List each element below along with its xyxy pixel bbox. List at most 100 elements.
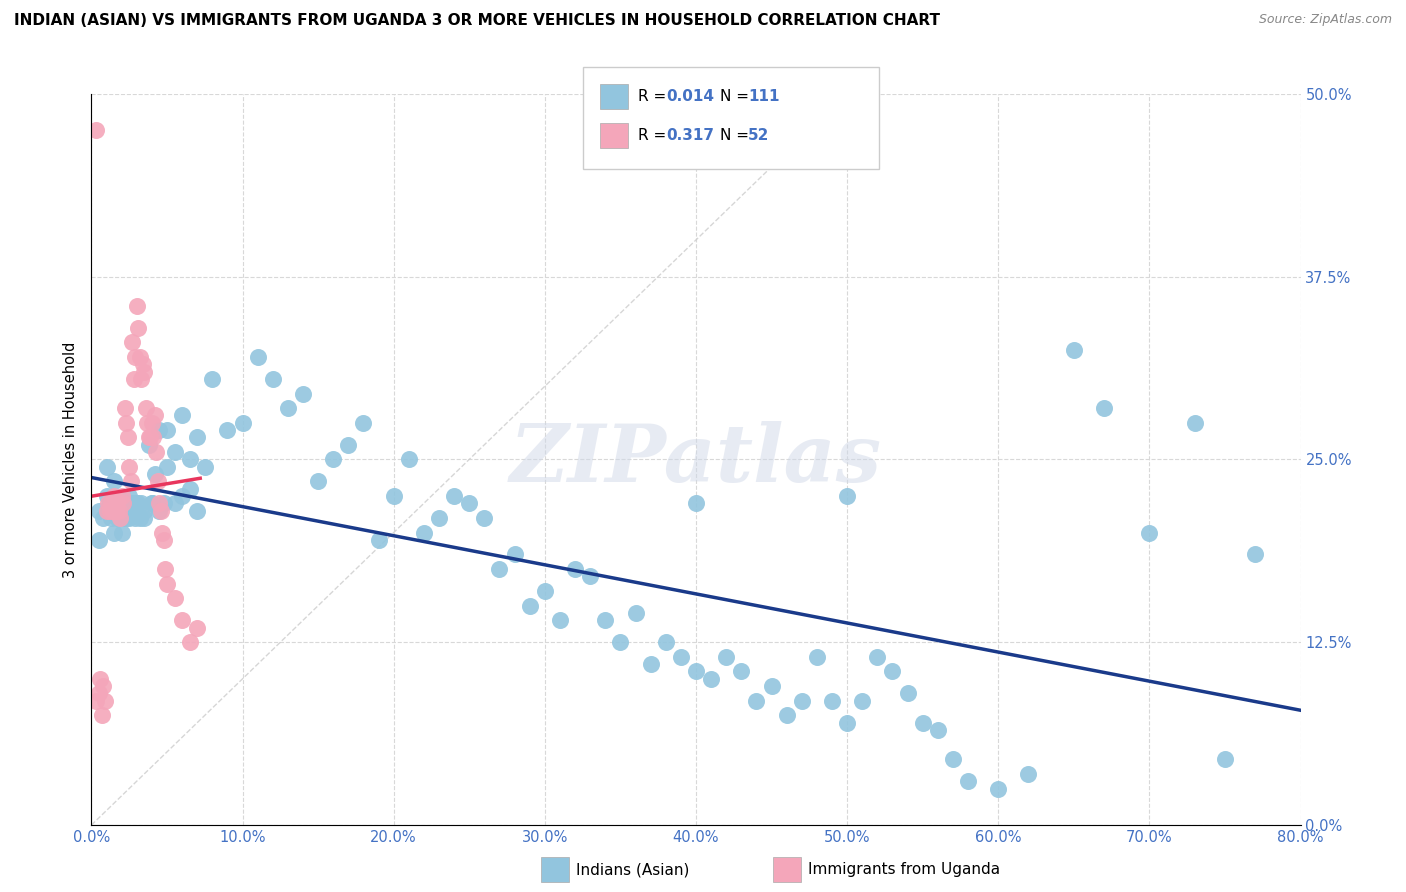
- Point: [367, 533, 389, 547]
- Point: [124, 511, 146, 525]
- Point: [94, 694, 117, 708]
- Point: [104, 496, 127, 510]
- Text: ZIPatlas: ZIPatlas: [510, 421, 882, 498]
- Point: [413, 525, 436, 540]
- Point: [115, 511, 138, 525]
- Point: [112, 503, 135, 517]
- Point: [134, 503, 156, 517]
- Point: [87, 503, 110, 517]
- Point: [148, 496, 170, 510]
- Point: [155, 562, 177, 576]
- Point: [488, 562, 510, 576]
- Point: [1063, 343, 1085, 357]
- Point: [149, 503, 172, 517]
- Point: [790, 694, 813, 708]
- Point: [519, 599, 541, 613]
- Point: [100, 496, 122, 510]
- Point: [96, 503, 118, 517]
- Point: [93, 679, 115, 693]
- Point: [186, 430, 208, 444]
- Point: [352, 416, 374, 430]
- Point: [145, 445, 167, 459]
- Point: [138, 430, 160, 444]
- Point: [129, 496, 152, 510]
- Point: [458, 496, 481, 510]
- Point: [107, 503, 129, 517]
- Point: [533, 584, 555, 599]
- Point: [427, 511, 450, 525]
- Text: R =: R =: [638, 89, 672, 103]
- Point: [111, 511, 132, 525]
- Point: [117, 503, 139, 517]
- Point: [156, 459, 179, 474]
- Point: [108, 511, 131, 525]
- Point: [201, 372, 224, 386]
- Text: 52: 52: [748, 128, 769, 143]
- Point: [125, 496, 148, 510]
- Point: [163, 591, 186, 606]
- Point: [146, 475, 169, 489]
- Point: [654, 635, 676, 649]
- Point: [141, 496, 163, 510]
- Point: [135, 401, 157, 416]
- Point: [307, 475, 329, 489]
- Point: [114, 496, 136, 510]
- Point: [186, 503, 208, 517]
- Point: [806, 649, 828, 664]
- Point: [128, 511, 150, 525]
- Point: [179, 482, 201, 496]
- Point: [148, 503, 170, 517]
- Point: [98, 496, 121, 510]
- Point: [118, 511, 141, 525]
- Point: [1184, 416, 1206, 430]
- Point: [172, 489, 194, 503]
- Text: 0.317: 0.317: [666, 128, 714, 143]
- Point: [595, 613, 617, 627]
- Point: [179, 635, 201, 649]
- Point: [669, 649, 692, 664]
- Point: [101, 503, 124, 517]
- Point: [156, 576, 179, 591]
- Point: [84, 694, 107, 708]
- Point: [101, 503, 124, 517]
- Point: [987, 781, 1010, 796]
- Point: [89, 672, 111, 686]
- Point: [87, 686, 110, 700]
- Point: [127, 320, 149, 334]
- Point: [700, 672, 723, 686]
- Point: [141, 496, 163, 510]
- Point: [153, 533, 176, 547]
- Point: [564, 562, 586, 576]
- Text: Source: ZipAtlas.com: Source: ZipAtlas.com: [1258, 13, 1392, 27]
- Point: [138, 438, 160, 452]
- Point: [503, 548, 526, 562]
- Point: [122, 496, 145, 510]
- Text: Immigrants from Uganda: Immigrants from Uganda: [808, 863, 1001, 877]
- Point: [97, 496, 120, 510]
- Point: [179, 452, 201, 467]
- Point: [911, 715, 934, 730]
- Point: [118, 459, 141, 474]
- Point: [132, 357, 155, 371]
- Point: [96, 489, 118, 503]
- Point: [246, 350, 269, 364]
- Point: [105, 511, 128, 525]
- Point: [927, 723, 949, 737]
- Point: [143, 409, 166, 423]
- Point: [104, 503, 127, 517]
- Point: [1139, 525, 1161, 540]
- Point: [398, 452, 420, 467]
- Text: 111: 111: [748, 89, 779, 103]
- Point: [91, 708, 114, 723]
- Point: [835, 715, 858, 730]
- Point: [136, 416, 159, 430]
- Point: [111, 525, 132, 540]
- Point: [322, 452, 344, 467]
- Point: [156, 423, 179, 437]
- Text: INDIAN (ASIAN) VS IMMIGRANTS FROM UGANDA 3 OR MORE VEHICLES IN HOUSEHOLD CORRELA: INDIAN (ASIAN) VS IMMIGRANTS FROM UGANDA…: [14, 13, 941, 29]
- Point: [107, 503, 129, 517]
- Point: [121, 335, 143, 350]
- Point: [217, 423, 239, 437]
- Point: [139, 430, 162, 444]
- Point: [143, 467, 166, 481]
